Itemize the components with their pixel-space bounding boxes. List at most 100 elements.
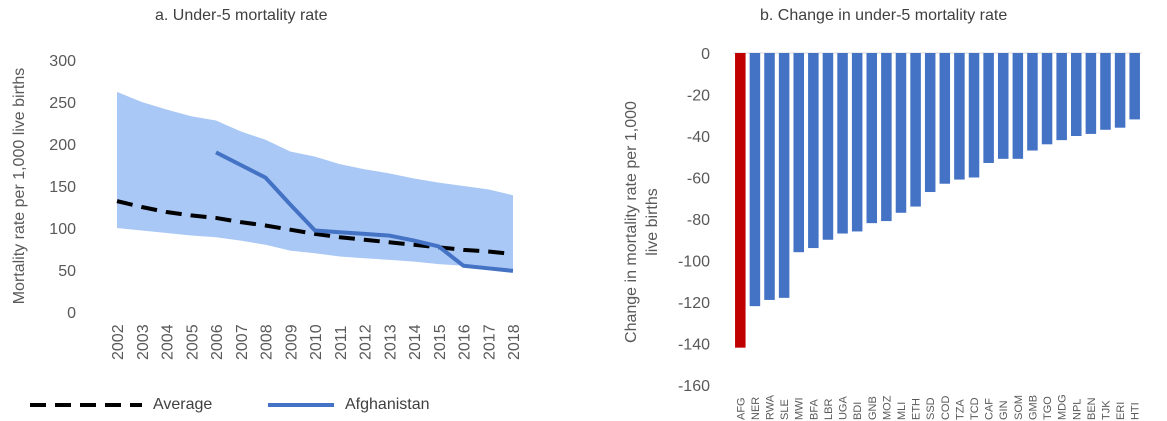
bar-hti [1129,53,1140,120]
y-tick-label-b: -20 [687,88,710,105]
category-label-b: GMB [1027,395,1039,420]
x-tick-label-a: 2017 [481,324,498,360]
x-tick-label-a: 2010 [308,324,325,360]
bar-npl [1071,53,1082,136]
category-label-b: HTI [1130,402,1142,420]
category-label-b: BEN [1086,397,1098,420]
bar-ben [1085,53,1097,134]
category-label-b: COD [940,396,952,421]
bar-gnb [866,53,878,224]
x-tick-label-a: 2012 [358,324,375,360]
bar-tjk [1100,53,1111,130]
y-tick-label-a: 150 [49,179,76,196]
bar-tgo [1041,53,1053,145]
category-label-b: TCD [969,397,981,420]
bar-gin [997,53,1009,159]
y-tick-label-b: -100 [678,254,710,271]
bar-moz [881,53,892,222]
x-tick-label-a: 2014 [407,324,424,360]
bar-mli [895,53,907,213]
bar-lbr [822,53,834,240]
category-label-b: TJK [1100,400,1112,420]
bar-tza [954,53,965,180]
category-label-b: LBR [823,399,835,420]
category-label-b: AFG [735,397,747,420]
category-label-b: ETH [911,398,923,420]
x-tick-label-a: 2011 [333,325,350,360]
y-tick-label-b: -80 [687,212,710,229]
category-label-b: SOM [1013,395,1025,420]
x-tick-label-a: 2015 [432,324,449,360]
category-label-b: BDI [852,402,864,420]
y-axis-title-b-line1: Change in mortality rate per 1,000 [623,101,640,343]
category-label-b: MOZ [881,395,893,420]
x-tick-label-a: 2006 [209,324,226,360]
bar-bfa [808,53,819,249]
x-tick-label-a: 2005 [184,324,201,360]
y-tick-label-b: -60 [687,171,710,188]
y-tick-label-b: -160 [678,378,710,395]
category-label-b: MWI [794,397,806,420]
x-tick-label-a: 2004 [160,324,177,360]
bar-ner [749,53,761,307]
y-tick-label-a: 300 [49,53,76,70]
y-tick-label-a: 50 [58,263,76,280]
y-tick-label-b: -140 [678,337,710,354]
series-line-afghanistan [215,150,514,273]
category-label-b: NPL [1071,399,1083,420]
bar-som [1012,53,1024,159]
bar-gmb [1027,53,1038,151]
category-label-b: MDG [1057,394,1069,420]
x-tick-label-a: 2002 [110,324,127,360]
category-label-b: GIN [998,400,1010,420]
y-axis-title-a: Mortality rate per 1,000 live births [11,68,28,305]
bar-eth [910,53,921,207]
category-label-b: NER [750,397,762,420]
x-tick-label-a: 2018 [506,324,523,360]
bar-mwi [793,53,804,253]
bar-uga [837,53,848,234]
y-tick-label-b: 0 [701,46,710,63]
y-tick-label-b: -40 [687,129,710,146]
bar-eri [1114,53,1126,128]
series-line-average [116,199,514,257]
category-label-b: GNB [867,396,879,420]
chart-a-title: a. Under-5 mortality rate [155,7,328,24]
category-label-b: MLI [896,402,908,420]
y-tick-label-b: -120 [678,295,710,312]
legend-average-label: Average [153,396,213,413]
y-tick-label-a: 250 [49,95,76,112]
category-label-b: BFA [808,399,820,420]
y-tick-label-a: 100 [49,221,76,238]
y-tick-label-a: 0 [67,305,76,322]
legend-afghanistan-label: Afghanistan [345,396,430,413]
bar-cod [939,53,951,184]
x-tick-label-a: 2013 [382,324,399,360]
x-tick-label-a: 2003 [135,324,152,360]
category-label-b: SLE [779,399,791,420]
category-label-b: TZA [954,399,966,420]
bar-mdg [1056,53,1067,141]
bar-afg [735,53,746,348]
bar-rwa [764,53,775,300]
category-label-b: RWA [765,394,777,420]
bar-sle [778,53,790,298]
y-axis-title-b-line2: live births [644,188,661,256]
category-label-b: TGO [1042,396,1054,420]
chart-b-title: b. Change in under-5 mortality rate [760,7,1008,24]
bar-ssd [924,53,936,193]
bar-tcd [968,53,980,178]
category-label-b: CAF [984,398,996,420]
bar-caf [983,53,994,163]
range-band [117,91,513,270]
category-label-b: SSD [925,397,937,420]
y-tick-label-a: 200 [49,137,76,154]
x-tick-label-a: 2007 [234,324,251,360]
x-tick-label-a: 2009 [283,324,300,360]
x-tick-label-a: 2016 [457,324,474,360]
category-label-b: ERI [1115,402,1127,420]
category-label-b: UGA [838,396,850,421]
x-tick-label-a: 2008 [259,324,276,360]
bar-bdi [851,53,863,232]
